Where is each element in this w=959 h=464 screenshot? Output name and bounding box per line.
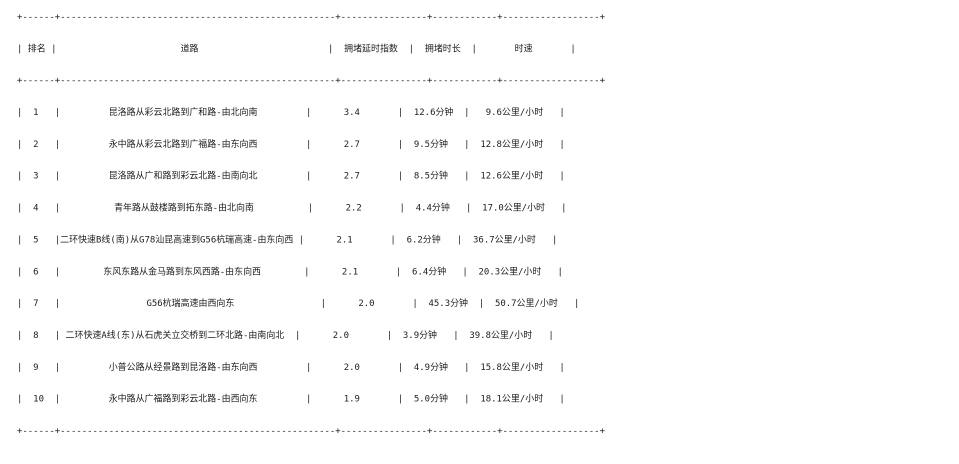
table-rule: +------+--------------------------------… [17,11,605,22]
table-row: | 7 | G56杭瑞高速由西向东 | 2.0 | 45.3分钟 | 50.7公… [17,298,580,309]
table-row: | 2 | 永中路从彩云北路到广福路-由东向西 | 2.7 | 9.5分钟 | … [17,138,565,150]
table-row: | 9 | 小普公路从经景路到昆洛路-由东向西 | 2.0 | 4.9分钟 | … [17,361,565,373]
table-header-row: | 排名 | 道路 | 拥堵延时指数 | 拥堵时长 | 时速 | [17,43,576,54]
table-rule: +------+--------------------------------… [17,75,605,86]
table-row: | 10 | 永中路从广福路到彩云北路-由西向东 | 1.9 | 5.0分钟 |… [17,393,565,405]
table-row: | 5 |二环快速B线(南)从G78汕昆高速到G56杭瑞高速-由东向西 | 2.… [17,234,558,245]
table-row: | 8 | 二环快速A线(东)从石虎关立交桥到二环北路-由南向北 | 2.0 |… [17,330,554,341]
ascii-table-text: +------+--------------------------------… [17,9,605,455]
table-row: | 1 | 昆洛路从彩云北路到广和路-由北向南 | 3.4 | 12.6分钟 |… [17,107,565,118]
table-row: | 4 | 青年路从鼓楼路到拓东路-由北向南 | 2.2 | 4.4分钟 | 1… [17,202,567,214]
table-rule: +------+--------------------------------… [17,425,605,437]
table-row: | 3 | 昆洛路从广和路到彩云北路-由南向北 | 2.7 | 8.5分钟 | … [17,170,565,182]
table-row: | 6 | 东风东路从金马路到东风西路-由东向西 | 2.1 | 6.4分钟 |… [17,266,563,277]
